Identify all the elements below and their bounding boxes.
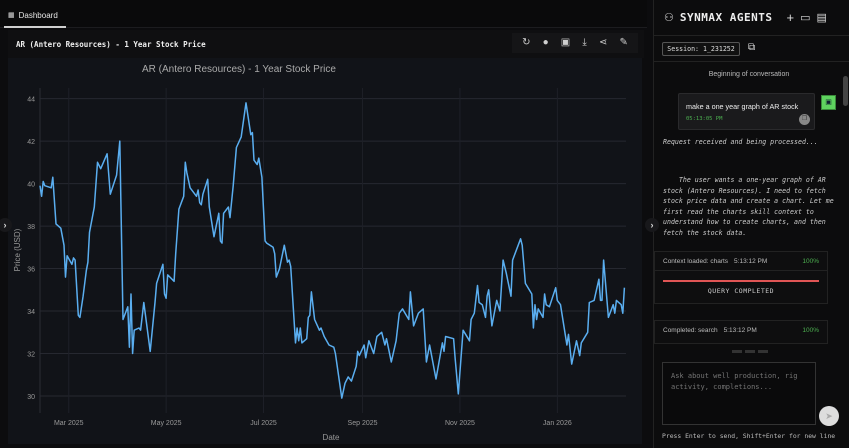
chart-container: 30 32 34 36 38 40 42 44 Mar 2025 May 2025 Jul 2025… (8, 58, 642, 444)
y-tick-label: 38 (27, 224, 35, 231)
status-time: 5:13:12 PM (723, 327, 757, 334)
y-tick-label: 42 (27, 139, 35, 146)
y-tick-label: 36 (27, 267, 35, 274)
user-message: make a one year graph of AR stock 05:13:… (678, 93, 815, 130)
status-time: 5:13:12 PM (734, 257, 768, 265)
agent-panel-header: ⚇ SYNMAX AGENTS + ▭ ▤ (654, 0, 849, 36)
chevron-right-icon: › (650, 220, 654, 230)
query-completed-label: QUERY COMPLETED (707, 287, 775, 295)
x-tick-label: Jan 2026 (543, 420, 572, 427)
x-tick-label: Jul 2025 (250, 420, 277, 427)
user-message-time: 05:13:05 PM (686, 116, 723, 122)
y-tick-label: 32 (27, 352, 35, 359)
chart-card-title: AR (Antero Resources) - 1 Year Stock Pri… (16, 40, 206, 49)
agents-icon: ⚇ (664, 12, 674, 24)
assistant-thinking: The user wants a one-year graph of AR st… (663, 176, 838, 237)
stock-chart: 30 32 34 36 38 40 42 44 Mar 2025 May 2025 Jul 2025… (13, 64, 626, 442)
agent-panel-toggle[interactable]: › (645, 218, 659, 232)
status-bar (663, 280, 819, 282)
status-label: Completed: search (663, 327, 718, 334)
conversation-start-label: Beginning of conversation (708, 71, 790, 78)
user-avatar-icon: ▣ (821, 95, 836, 110)
y-axis-label: Price (USD) (13, 228, 22, 271)
chat-history: Beginning of conversation make a one yea… (654, 62, 844, 347)
brand-title: SYNMAX AGENTS (679, 11, 773, 24)
share-icon[interactable]: ⋖ (598, 37, 608, 48)
status-progress: 100% (802, 327, 819, 334)
x-axis-label: Date (323, 433, 340, 442)
resize-handle[interactable] (732, 350, 768, 353)
assistant-ack: Request received and being processed... (663, 138, 818, 146)
export-image-icon[interactable]: ▣ (560, 37, 571, 48)
x-tick-label: Nov 2025 (445, 420, 475, 427)
tab-dashboard[interactable]: ▦ Dashboard (4, 4, 66, 28)
status-card: Context loaded: charts 5:13:12 PM 100% Q… (654, 251, 828, 304)
y-tick-label: 44 (27, 97, 35, 104)
user-message-text: make a one year graph of AR stock (686, 102, 799, 111)
session-id: Session: 1_231252 (662, 42, 740, 56)
agent-panel: ⚇ SYNMAX AGENTS + ▭ ▤ Session: 1_231252 … (653, 0, 849, 448)
send-button[interactable]: ➤ (819, 406, 839, 426)
y-tick-label: 30 (27, 394, 35, 401)
chart-toolbar: ↻ ● ▣ ⤓ ⋖ ✎ (512, 33, 638, 53)
input-hint: Press Enter to send, Shift+Enter for new… (662, 432, 836, 440)
x-tick-label: Sep 2025 (348, 420, 378, 427)
calendar-icon[interactable]: ▤ (816, 12, 827, 24)
plus-icon[interactable]: + (786, 10, 795, 25)
chat-input[interactable] (662, 362, 816, 425)
refresh-icon[interactable]: ↻ (522, 37, 531, 48)
top-tab-bar: ▦ Dashboard (0, 0, 647, 28)
x-tick-label: Mar 2025 (54, 420, 84, 427)
tab-label: Dashboard (18, 10, 58, 20)
folder-icon[interactable]: ▭ (800, 12, 811, 24)
y-tick-label: 34 (27, 309, 35, 316)
chart-title: AR (Antero Resources) - 1 Year Stock Pri… (142, 64, 336, 75)
chat-scrollbar[interactable] (842, 62, 849, 347)
y-tick-label: 40 (27, 182, 35, 189)
chart-card-header: AR (Antero Resources) - 1 Year Stock Pri… (8, 30, 644, 58)
scrollbar-thumb[interactable] (843, 76, 848, 106)
session-row: Session: 1_231252 ⧉ (654, 36, 849, 62)
x-tick-label: May 2025 (151, 420, 182, 427)
status-label: Context loaded: charts (663, 257, 729, 265)
dashboard-icon: ▦ (8, 12, 15, 19)
send-icon: ➤ (825, 410, 833, 421)
left-panel-toggle[interactable]: › (0, 218, 12, 232)
timer-icon[interactable]: ● (542, 37, 549, 48)
chevron-right-icon: › (3, 220, 7, 230)
copy-message-icon[interactable]: ❐ (799, 114, 810, 125)
status-progress: 100% (802, 257, 819, 265)
copy-icon[interactable]: ⧉ (748, 42, 756, 53)
download-icon[interactable]: ⤓ (582, 37, 587, 48)
status-card: Completed: search 5:13:12 PM 100% (654, 320, 828, 344)
edit-icon[interactable]: ✎ (619, 37, 628, 48)
price-series-line (39, 102, 626, 399)
